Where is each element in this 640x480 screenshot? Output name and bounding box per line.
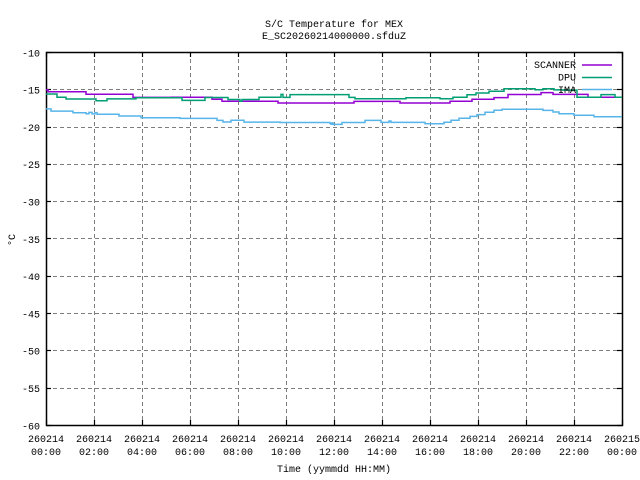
svg-text:22:00: 22:00	[559, 448, 589, 459]
svg-text:Time (yymmdd HH:MM): Time (yymmdd HH:MM)	[277, 464, 391, 476]
svg-text:260214: 260214	[28, 435, 64, 446]
svg-text:260214: 260214	[220, 435, 256, 446]
svg-text:260215: 260215	[604, 435, 640, 446]
svg-text:-30: -30	[22, 199, 40, 210]
svg-text:260214: 260214	[76, 435, 112, 446]
svg-text:16:00: 16:00	[415, 448, 445, 459]
svg-text:06:00: 06:00	[175, 448, 205, 459]
svg-text:-55: -55	[22, 385, 40, 396]
svg-text:14:00: 14:00	[367, 448, 397, 459]
svg-text:00:00: 00:00	[607, 448, 637, 459]
svg-text:-10: -10	[22, 49, 40, 60]
svg-text:260214: 260214	[460, 435, 496, 446]
svg-text:-15: -15	[22, 87, 40, 98]
svg-text:DPU: DPU	[558, 74, 576, 85]
svg-text:260214: 260214	[124, 435, 160, 446]
svg-text:-35: -35	[22, 236, 40, 247]
svg-text:18:00: 18:00	[463, 448, 493, 459]
svg-text:04:00: 04:00	[127, 448, 157, 459]
svg-text:08:00: 08:00	[223, 448, 253, 459]
svg-text:-45: -45	[22, 310, 40, 321]
svg-text:260214: 260214	[508, 435, 544, 446]
svg-text:E_SC20260214000000.sfduZ: E_SC20260214000000.sfduZ	[262, 31, 406, 43]
svg-text:IMA: IMA	[558, 86, 576, 97]
svg-text:-20: -20	[22, 124, 40, 135]
svg-text:-40: -40	[22, 273, 40, 284]
svg-text:-25: -25	[22, 161, 40, 172]
svg-text:-60: -60	[22, 422, 40, 433]
svg-text:12:00: 12:00	[319, 448, 349, 459]
svg-text:°C: °C	[7, 234, 19, 246]
svg-text:260214: 260214	[364, 435, 400, 446]
svg-text:20:00: 20:00	[511, 448, 541, 459]
svg-text:S/C Temperature for MEX: S/C Temperature for MEX	[265, 19, 403, 31]
svg-text:260214: 260214	[172, 435, 208, 446]
svg-text:00:00: 00:00	[31, 448, 61, 459]
svg-text:SCANNER: SCANNER	[534, 61, 576, 72]
svg-text:260214: 260214	[268, 435, 304, 446]
svg-text:260214: 260214	[412, 435, 448, 446]
svg-text:10:00: 10:00	[271, 448, 301, 459]
svg-text:260214: 260214	[556, 435, 592, 446]
svg-text:-50: -50	[22, 348, 40, 359]
svg-text:02:00: 02:00	[79, 448, 109, 459]
svg-text:260214: 260214	[316, 435, 352, 446]
